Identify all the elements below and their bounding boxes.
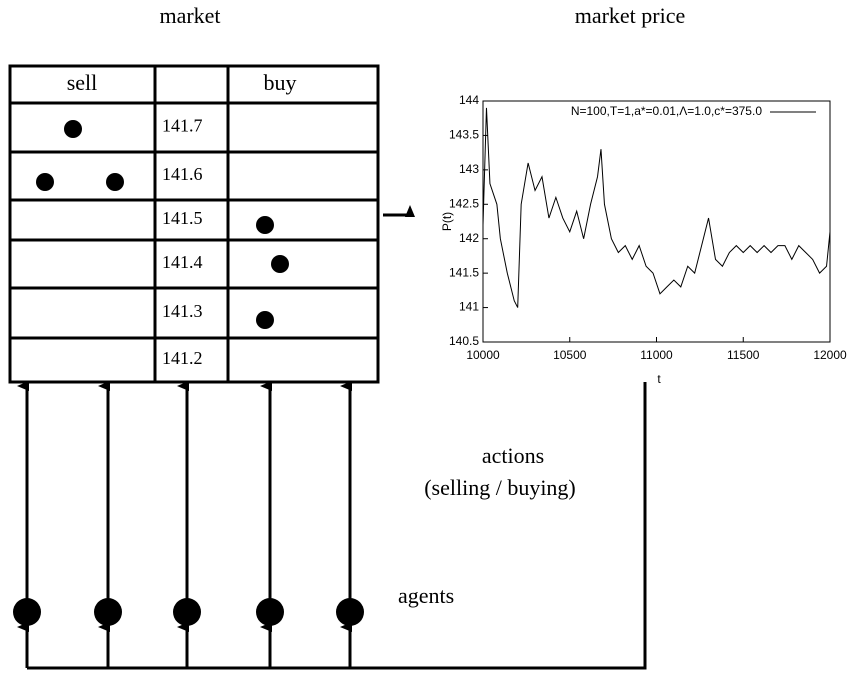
- y-tick-label: 141.5: [449, 265, 479, 279]
- price-line: [482, 107, 831, 308]
- order-dot: [256, 311, 274, 329]
- y-tick-label: 144: [459, 93, 479, 107]
- order-dot: [256, 216, 274, 234]
- book-frame: [8, 64, 380, 384]
- x-tick-label: 12000: [813, 348, 847, 362]
- x-tick-label: 10500: [553, 348, 587, 362]
- price: 141.4: [162, 252, 203, 272]
- agent: [173, 598, 201, 626]
- agent: [94, 598, 122, 626]
- y-tick-label: 142.5: [449, 196, 479, 210]
- y-tick-label: 143.5: [449, 128, 479, 142]
- order-dot: [271, 255, 289, 273]
- feedback-line: [27, 382, 647, 670]
- legend-label: N=100,T=1,a*=0.01,Λ=1.0,c*=375.0: [571, 104, 762, 118]
- plot-frame: [482, 100, 831, 343]
- y-tick-label: 143: [459, 162, 479, 176]
- order-dot: [36, 173, 54, 191]
- y-tick-label: 141: [459, 300, 479, 314]
- price: 141.5: [162, 208, 203, 228]
- agent: [336, 598, 364, 626]
- buy-header: buy: [264, 70, 297, 95]
- agents-label: agents: [398, 583, 454, 608]
- order-dot: [64, 120, 82, 138]
- market-price-label: market price: [575, 3, 686, 28]
- price: 141.2: [162, 348, 203, 368]
- x-tick-label: 10000: [466, 348, 500, 362]
- agent: [13, 598, 41, 626]
- y-tick-label: 140.5: [449, 334, 479, 348]
- y-tick-label: 142: [459, 231, 479, 245]
- price: 141.7: [162, 116, 203, 136]
- actions-sub-label: (selling / buying): [424, 475, 576, 500]
- market-label: market: [159, 3, 220, 28]
- price: 141.3: [162, 301, 203, 321]
- x-tick-label: 11000: [640, 348, 673, 362]
- x-tick-label: 11500: [727, 348, 760, 362]
- agent: [256, 598, 284, 626]
- order-dot: [106, 173, 124, 191]
- order-book: sell buy: [8, 64, 380, 384]
- x-axis-label: t: [657, 372, 661, 386]
- actions-label: actions: [482, 443, 544, 468]
- price: 141.6: [162, 164, 203, 184]
- y-axis-label: P(t): [440, 212, 454, 231]
- sell-header: sell: [67, 70, 98, 95]
